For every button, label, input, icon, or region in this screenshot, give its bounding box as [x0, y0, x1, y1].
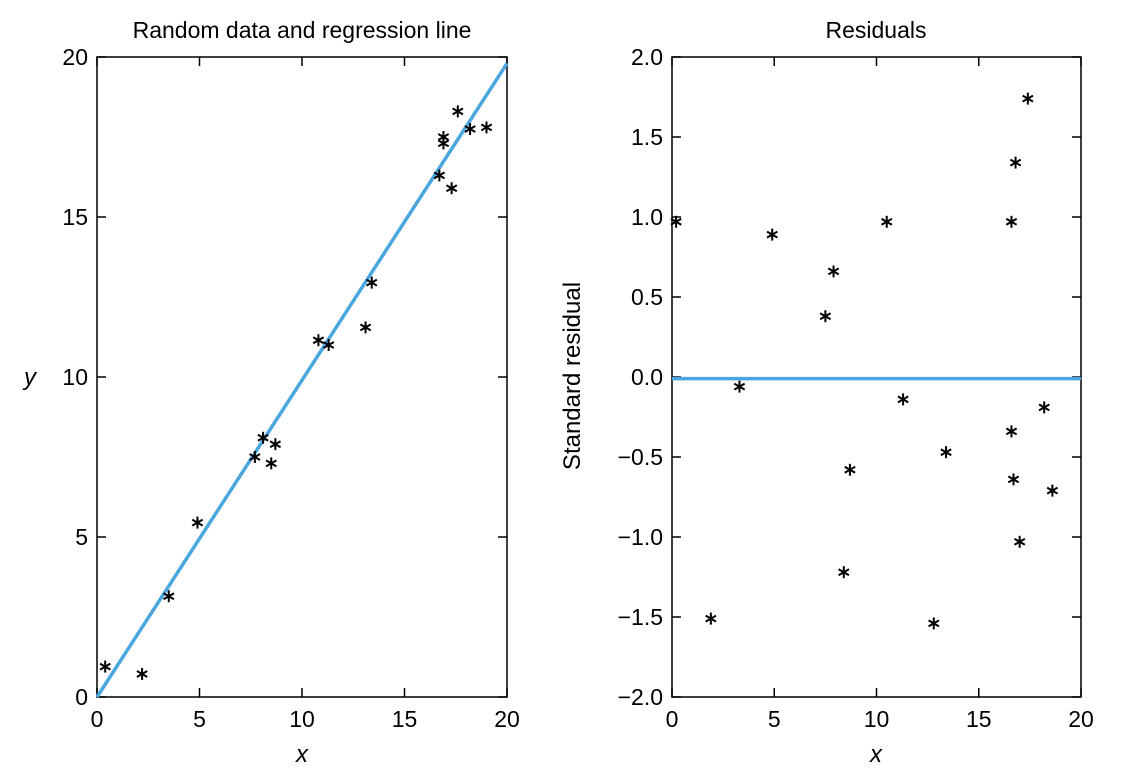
regression-x-tick-label: 15 [392, 706, 418, 732]
regression-line [95, 62, 509, 698]
residuals-y-tick-label: −2.0 [618, 684, 663, 710]
residuals-y-tick-label: 0.5 [631, 284, 663, 310]
residuals-data-point [844, 463, 856, 476]
residuals-y-tick-label: −1.0 [618, 524, 663, 550]
regression-panel: Random data and regression line x y 0 5 10… [22, 17, 520, 768]
residuals-y-axis-label: Standard residual [559, 282, 586, 470]
regression-title: Random data and regression line [133, 17, 472, 43]
residuals-data-point [1022, 92, 1034, 105]
regression-data-point [163, 590, 175, 603]
regression-y-tick-label: 20 [62, 44, 88, 70]
residuals-y-tick-label: 1.5 [631, 124, 663, 150]
residuals-data-point [766, 228, 778, 241]
regression-data-point [312, 334, 325, 347]
residuals-data-point [1005, 425, 1018, 438]
regression-data-point [99, 660, 111, 673]
residuals-data-point [1005, 215, 1018, 228]
regression-data-point [136, 667, 148, 680]
regression-data-point [445, 182, 458, 195]
regression-data-point [480, 121, 493, 134]
regression-data-point [322, 339, 335, 351]
residuals-data-point [881, 215, 893, 228]
residuals-y-tick-label: 0.0 [631, 364, 663, 390]
residuals-data-point [838, 566, 850, 579]
residuals-data-point [670, 215, 682, 228]
residuals-data-point [940, 446, 952, 459]
regression-data-point [437, 137, 450, 150]
regression-x-tick-label: 10 [289, 706, 315, 732]
residuals-data-point [705, 612, 717, 625]
regression-y-tick-label: 10 [62, 364, 88, 390]
residuals-data-point [1046, 484, 1059, 497]
residuals-y-tick-label: −1.5 [618, 604, 663, 630]
regression-data-point [452, 105, 464, 118]
regression-y-tick-label: 5 [75, 524, 88, 550]
regression-y-tick-label: 0 [75, 684, 88, 710]
regression-x-tick-label: 0 [91, 706, 104, 732]
residuals-x-tick-label: 10 [864, 706, 890, 732]
residuals-panel: Residuals x Standard residual 0 5 10 15 20 −2… [559, 17, 1094, 768]
residuals-data-point [827, 265, 840, 278]
regression-x-tick-label: 20 [494, 706, 520, 732]
residuals-data-point [1007, 473, 1020, 486]
regression-data-point [191, 516, 204, 529]
regression-data-point [249, 451, 261, 463]
regression-x-tick-label: 5 [193, 706, 206, 732]
residuals-data-point [1013, 535, 1026, 548]
residuals-x-axis-label: x [869, 741, 883, 768]
residuals-x-tick-label: 20 [1068, 706, 1094, 732]
residuals-x-tick-label: 5 [768, 706, 781, 732]
regression-data-point [464, 123, 476, 135]
residuals-y-tick-label: 1.0 [631, 204, 663, 230]
residuals-y-tick-label: −0.5 [618, 444, 663, 470]
residuals-data-point [819, 310, 832, 323]
residuals-x-tick-label: 0 [666, 706, 679, 732]
residuals-data-point [1038, 401, 1050, 414]
regression-data-point [257, 431, 269, 444]
residuals-title: Residuals [826, 17, 927, 43]
regression-x-axis-label: x [295, 741, 309, 768]
regression-data-point [265, 457, 277, 470]
residuals-y-tick-label: 2.0 [631, 44, 663, 70]
residuals-data-point [897, 393, 909, 406]
regression-data-point [433, 169, 446, 182]
residuals-data-point [733, 380, 746, 393]
residuals-x-tick-label: 15 [966, 706, 992, 732]
residuals-data-point [928, 617, 940, 630]
residuals-data-point [1009, 156, 1022, 169]
regression-data-point [269, 438, 282, 451]
regression-y-axis-label: y [22, 364, 38, 391]
regression-data-point [359, 321, 372, 334]
regression-data-point [366, 276, 378, 289]
regression-y-tick-label: 15 [62, 204, 88, 230]
